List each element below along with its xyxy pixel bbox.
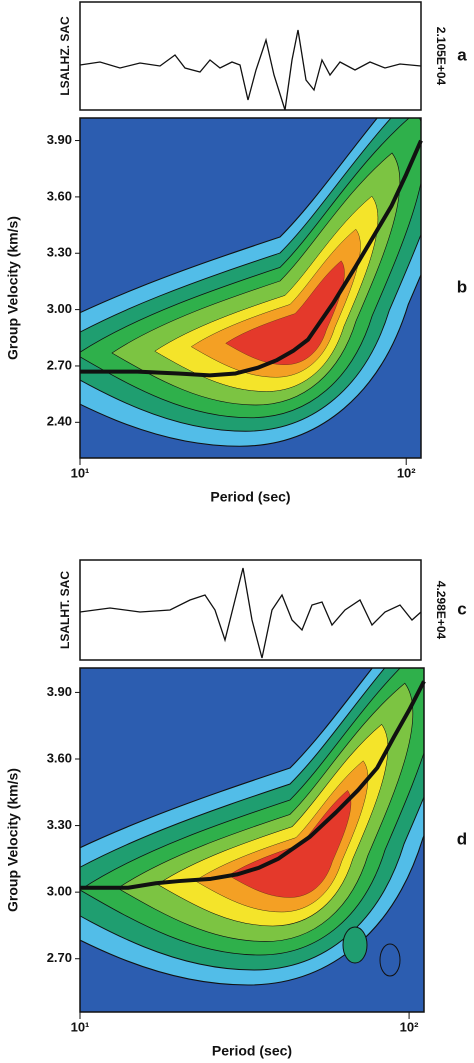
y-tick-label: 3.60 [47,188,72,203]
y-tick-label: 3.30 [47,817,72,832]
y-tick-label: 2.70 [47,357,72,372]
trace-scale: 2.105E+04 [434,27,448,86]
panel-label: d [457,829,467,848]
contour-map [80,668,424,1012]
panel-label: c [457,599,466,618]
panel-label: a [457,45,467,64]
x-tick-label: 10² [397,465,416,480]
x-tick-label: 10² [400,1019,419,1034]
y-axis-label: Group Velocity (km/s) [5,216,21,360]
dispersion-curve [80,680,426,890]
x-axis-label: Period (sec) [210,489,290,505]
y-tick-label: 2.70 [47,950,72,965]
contour-map [80,118,421,458]
y-tick-label: 3.00 [47,884,72,899]
x-tick-label: 10¹ [71,465,90,480]
y-tick-label: 3.90 [47,684,72,699]
y-tick-label: 3.30 [47,245,72,260]
waveform [79,29,422,111]
x-tick-label: 10¹ [71,1019,90,1034]
y-axis-label: Group Velocity (km/s) [5,768,21,912]
trace-frame [79,1,422,111]
y-tick-label: 3.90 [47,132,72,147]
trace-scale: 4.298E+04 [434,581,448,640]
plot-frame [79,667,425,1013]
trace-name: LSALHZ. SAC [58,16,72,96]
panel-label: b [457,277,467,296]
y-tick-label: 2.40 [47,414,72,429]
y-tick-label: 3.60 [47,750,72,765]
dispersion-curve [80,139,423,378]
x-axis-label: Period (sec) [212,1043,292,1059]
waveform [79,567,422,659]
y-tick-label: 3.00 [47,301,72,316]
plot-frame [79,117,422,459]
trace-frame [79,559,422,661]
trace-name: LSALHT. SAC [58,571,72,649]
